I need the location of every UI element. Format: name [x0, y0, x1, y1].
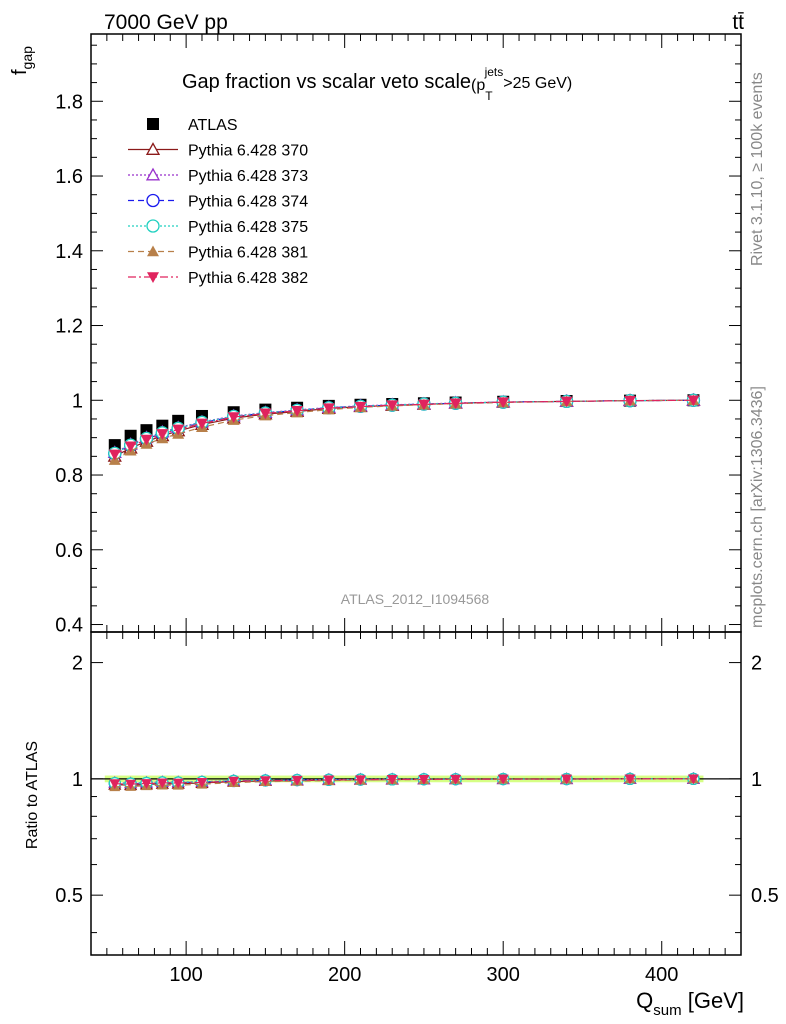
series-6-ratio-point: [156, 778, 168, 789]
chart-title: Gap fraction vs scalar veto scale(pTjets…: [182, 65, 572, 103]
legend-marker: [145, 167, 161, 181]
series-6-point: [417, 399, 430, 411]
legend-marker: [145, 142, 161, 155]
legend-marker: [146, 219, 160, 233]
legend-label: Pythia 6.428 370: [188, 143, 308, 160]
legend-marker: [147, 272, 159, 283]
series-0-point: [124, 429, 137, 442]
watermark: ATLAS_2012_I1094568: [341, 591, 490, 607]
chart-title-sub: T: [485, 89, 493, 103]
series-6-point: [124, 441, 137, 453]
x-tick-label: 100: [169, 964, 202, 986]
series-5-line: [114, 399, 694, 461]
header-left: 7000 GeV pp: [104, 11, 228, 34]
series-6-point: [497, 397, 510, 409]
series-6-ratio-point: [196, 778, 208, 788]
y-tick-label: 0.8: [55, 465, 83, 487]
series-6-ratio-point: [624, 774, 636, 785]
mcplots-label: mcplots.cern.ch [arXiv:1306.3436]: [749, 386, 766, 628]
ratio-y-axis-label: Ratio to ATLAS: [24, 741, 41, 849]
series-6-point: [322, 403, 335, 415]
series-6-point: [108, 449, 121, 461]
chart-title-paren: (p: [471, 77, 485, 94]
legend-label: Pythia 6.428 373: [188, 168, 308, 185]
chart-title-main: Gap fraction vs scalar veto scale: [182, 71, 471, 93]
y-tick-label: 1.4: [55, 241, 83, 263]
legend-label: Pythia 6.428 374: [188, 194, 308, 211]
series-6-ratio-point: [259, 776, 271, 787]
ratio-y-tick-label: 0.5: [55, 885, 83, 907]
series-6-point: [687, 395, 700, 407]
series-6-ratio-point: [497, 774, 509, 785]
series-6-point: [140, 434, 153, 446]
chart-title-sup: jets: [484, 65, 504, 79]
ratio-y-tick-label-right: 1: [751, 769, 762, 791]
series-6-point: [172, 424, 185, 436]
series-6-point: [560, 396, 573, 408]
series-6-point: [386, 400, 399, 412]
series-6-ratio-point: [109, 779, 121, 790]
series-6-ratio-point: [386, 774, 398, 785]
chart-title-tail: >25 GeV): [503, 75, 572, 92]
series-6-point: [354, 401, 367, 413]
series-6-ratio-point: [172, 778, 184, 789]
legend-label: ATLAS: [188, 117, 238, 134]
x-tick-label: 200: [328, 964, 361, 986]
y-tick-label: 1.8: [55, 91, 83, 113]
series-6-point: [449, 398, 462, 410]
y-tick-label: 1.6: [55, 166, 83, 188]
series-6-point: [195, 418, 208, 430]
series-6-ratio-point: [323, 775, 335, 786]
series-6-ratio-point: [228, 776, 240, 787]
series-6-ratio-point: [561, 774, 573, 785]
series-6-ratio-point: [140, 779, 152, 789]
series-6-ratio-point: [450, 774, 462, 785]
series-6-point: [259, 408, 272, 420]
y-tick-label: 0.4: [55, 615, 83, 637]
series-6-ratio-point: [291, 775, 303, 786]
series-6-point: [227, 412, 240, 424]
legend-label: Pythia 6.428 381: [188, 245, 308, 262]
series-6-point: [156, 429, 169, 440]
series-6-ratio-point: [418, 774, 430, 785]
y-tick-label: 1: [72, 390, 83, 412]
header-right: tt̄: [732, 11, 744, 34]
y-tick-label: 0.6: [55, 540, 83, 562]
ratio-y-tick-label: 2: [72, 653, 83, 675]
ratio-plot-frame: [90, 631, 742, 956]
series-6-ratio-point: [125, 779, 137, 790]
legend-label: Pythia 6.428 382: [188, 270, 308, 287]
legend-marker: [146, 193, 160, 208]
legend-marker: [147, 245, 159, 257]
series-6-point: [624, 395, 637, 407]
ratio-y-tick-label-right: 2: [751, 653, 762, 675]
legend-label: Pythia 6.428 375: [188, 219, 308, 236]
x-tick-label: 400: [645, 964, 678, 986]
x-tick-label: 300: [487, 964, 520, 986]
ratio-y-tick-label: 1: [72, 769, 83, 791]
series-6-ratio-point: [355, 775, 367, 786]
series-6-point: [291, 405, 304, 417]
legend-marker: [147, 118, 159, 130]
x-axis-label: Qsum [GeV]: [636, 988, 744, 1019]
ratio-y-tick-label-right: 0.5: [751, 885, 779, 907]
y-axis-label: fgap: [9, 46, 35, 75]
y-tick-label: 1.2: [55, 316, 83, 338]
series-6-ratio-point: [687, 774, 699, 785]
rivet-label: Rivet 3.1.10, ≥ 100k events: [749, 72, 766, 266]
